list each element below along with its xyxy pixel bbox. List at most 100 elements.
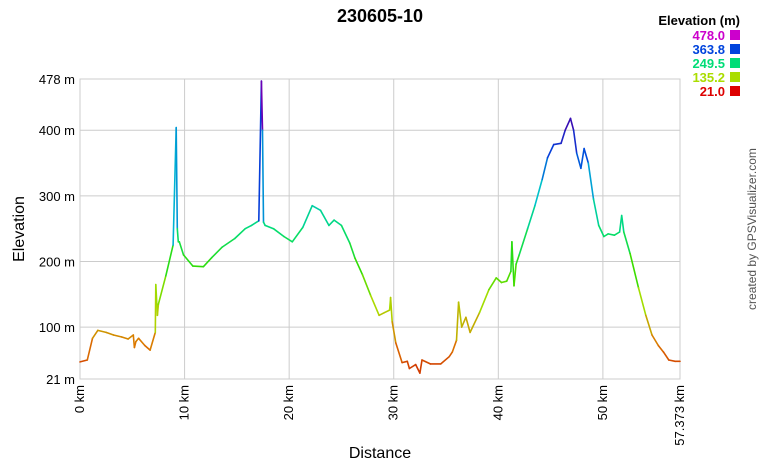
elevation-segment: [156, 303, 160, 317]
elevation-segment: [250, 220, 260, 227]
elevation-segment: [354, 257, 364, 276]
legend-swatch: [730, 58, 740, 68]
elevation-segment: [637, 286, 647, 317]
elevation-segment: [541, 157, 549, 181]
elevation-segment: [515, 254, 521, 265]
elevation-segment: [401, 360, 409, 364]
elevation-segment: [575, 152, 582, 170]
legend-swatch: [730, 72, 740, 82]
elevation-segment: [513, 263, 517, 287]
elevation-segment: [178, 241, 185, 256]
elevation-segment: [144, 344, 151, 351]
elevation-segment: [421, 359, 432, 365]
elevation-segment: [419, 359, 423, 374]
elevation-line: [79, 80, 681, 374]
elevation-segment: [112, 334, 123, 338]
y-tick-label: 200 m: [39, 254, 75, 269]
elevation-segment: [587, 162, 595, 200]
elevation-segment: [257, 80, 263, 222]
elevation-segment: [455, 301, 460, 342]
elevation-segment: [552, 142, 562, 146]
elevation-segment: [511, 241, 515, 287]
elevation-segment: [149, 331, 157, 351]
elevation-segment: [583, 147, 590, 164]
elevation-segment: [603, 233, 609, 238]
elevation-segment: [613, 231, 621, 236]
x-tick-label: 0 km: [72, 385, 87, 413]
elevation-segment: [406, 360, 411, 370]
elevation-segment: [211, 246, 223, 259]
elevation-segment: [192, 265, 205, 268]
legend-swatch: [730, 44, 740, 54]
elevation-segment: [580, 147, 585, 170]
elevation-segment: [546, 143, 555, 159]
grid: [79, 78, 681, 380]
elevation-segment: [457, 301, 463, 328]
elevation-segment: [657, 344, 665, 353]
elevation-segment: [105, 331, 115, 336]
elevation-segment: [361, 273, 372, 297]
elevation-segment: [534, 178, 544, 207]
legend-title: Elevation (m): [658, 13, 740, 28]
x-axis-title: Distance: [349, 445, 411, 460]
elevation-segment: [133, 340, 137, 349]
elevation-segment: [564, 117, 572, 131]
y-tick-label: 21 m: [46, 372, 75, 387]
elevation-segment: [340, 224, 351, 244]
elevation-segment: [291, 226, 304, 243]
y-tick-label: 400 m: [39, 123, 75, 138]
elevation-segment: [644, 314, 653, 336]
elevation-segment: [495, 277, 503, 284]
elevation-segment: [319, 209, 330, 227]
elevation-segment: [620, 214, 625, 233]
x-tick-label: 20 km: [281, 385, 296, 420]
elevation-segment: [460, 316, 467, 328]
elevation-segment: [607, 233, 616, 236]
elevation-segment: [622, 231, 631, 255]
elevation-segment: [348, 242, 356, 260]
elevation-segment: [414, 363, 421, 374]
elevation-segment: [448, 351, 454, 358]
elevation-segment: [629, 252, 640, 289]
y-axis-title: Elevation: [11, 196, 28, 262]
elevation-segment: [260, 80, 264, 131]
elevation-segment: [488, 277, 498, 291]
legend-entry-label: 249.5: [692, 56, 725, 71]
elevation-segment: [592, 198, 600, 227]
elevation-segment: [389, 296, 394, 323]
y-tick-label: 300 m: [39, 189, 75, 204]
elevation-segment: [518, 227, 529, 256]
elevation-segment: [526, 204, 536, 230]
elevation-segment: [383, 309, 391, 314]
y-tick-label: 478 m: [39, 72, 75, 87]
elevation-segment: [182, 254, 194, 267]
elevation-segment: [391, 321, 397, 344]
legend-entry-label: 363.8: [692, 42, 725, 57]
y-axis-ticks: 21 m 100 m 200 m 300 m 400 m 478 m: [39, 72, 75, 387]
elevation-segment: [86, 337, 94, 361]
elevation-segment: [408, 363, 417, 370]
x-tick-label: 40 km: [490, 385, 505, 420]
elevation-segment: [394, 342, 403, 364]
elevation-segment: [572, 129, 578, 154]
elevation-segment: [662, 351, 670, 361]
elevation-segment: [500, 280, 508, 284]
x-tick-label: 30 km: [386, 385, 401, 420]
legend-swatch: [730, 86, 740, 96]
elevation-segment: [261, 129, 265, 223]
y-tick-label: 100 m: [39, 320, 75, 335]
elevation-segment: [560, 129, 567, 145]
elevation-segment: [175, 126, 179, 230]
elevation-segment: [176, 227, 180, 243]
elevation-segment: [333, 219, 343, 227]
elevation-segment: [451, 339, 458, 353]
elevation-segment: [221, 237, 236, 248]
elevation-segment: [165, 244, 174, 277]
x-tick-label: 50 km: [595, 385, 610, 420]
elevation-segment: [505, 270, 512, 283]
legend-entry-label: 21.0: [700, 84, 725, 99]
elevation-segment: [91, 329, 99, 340]
elevation-segment: [328, 219, 335, 227]
